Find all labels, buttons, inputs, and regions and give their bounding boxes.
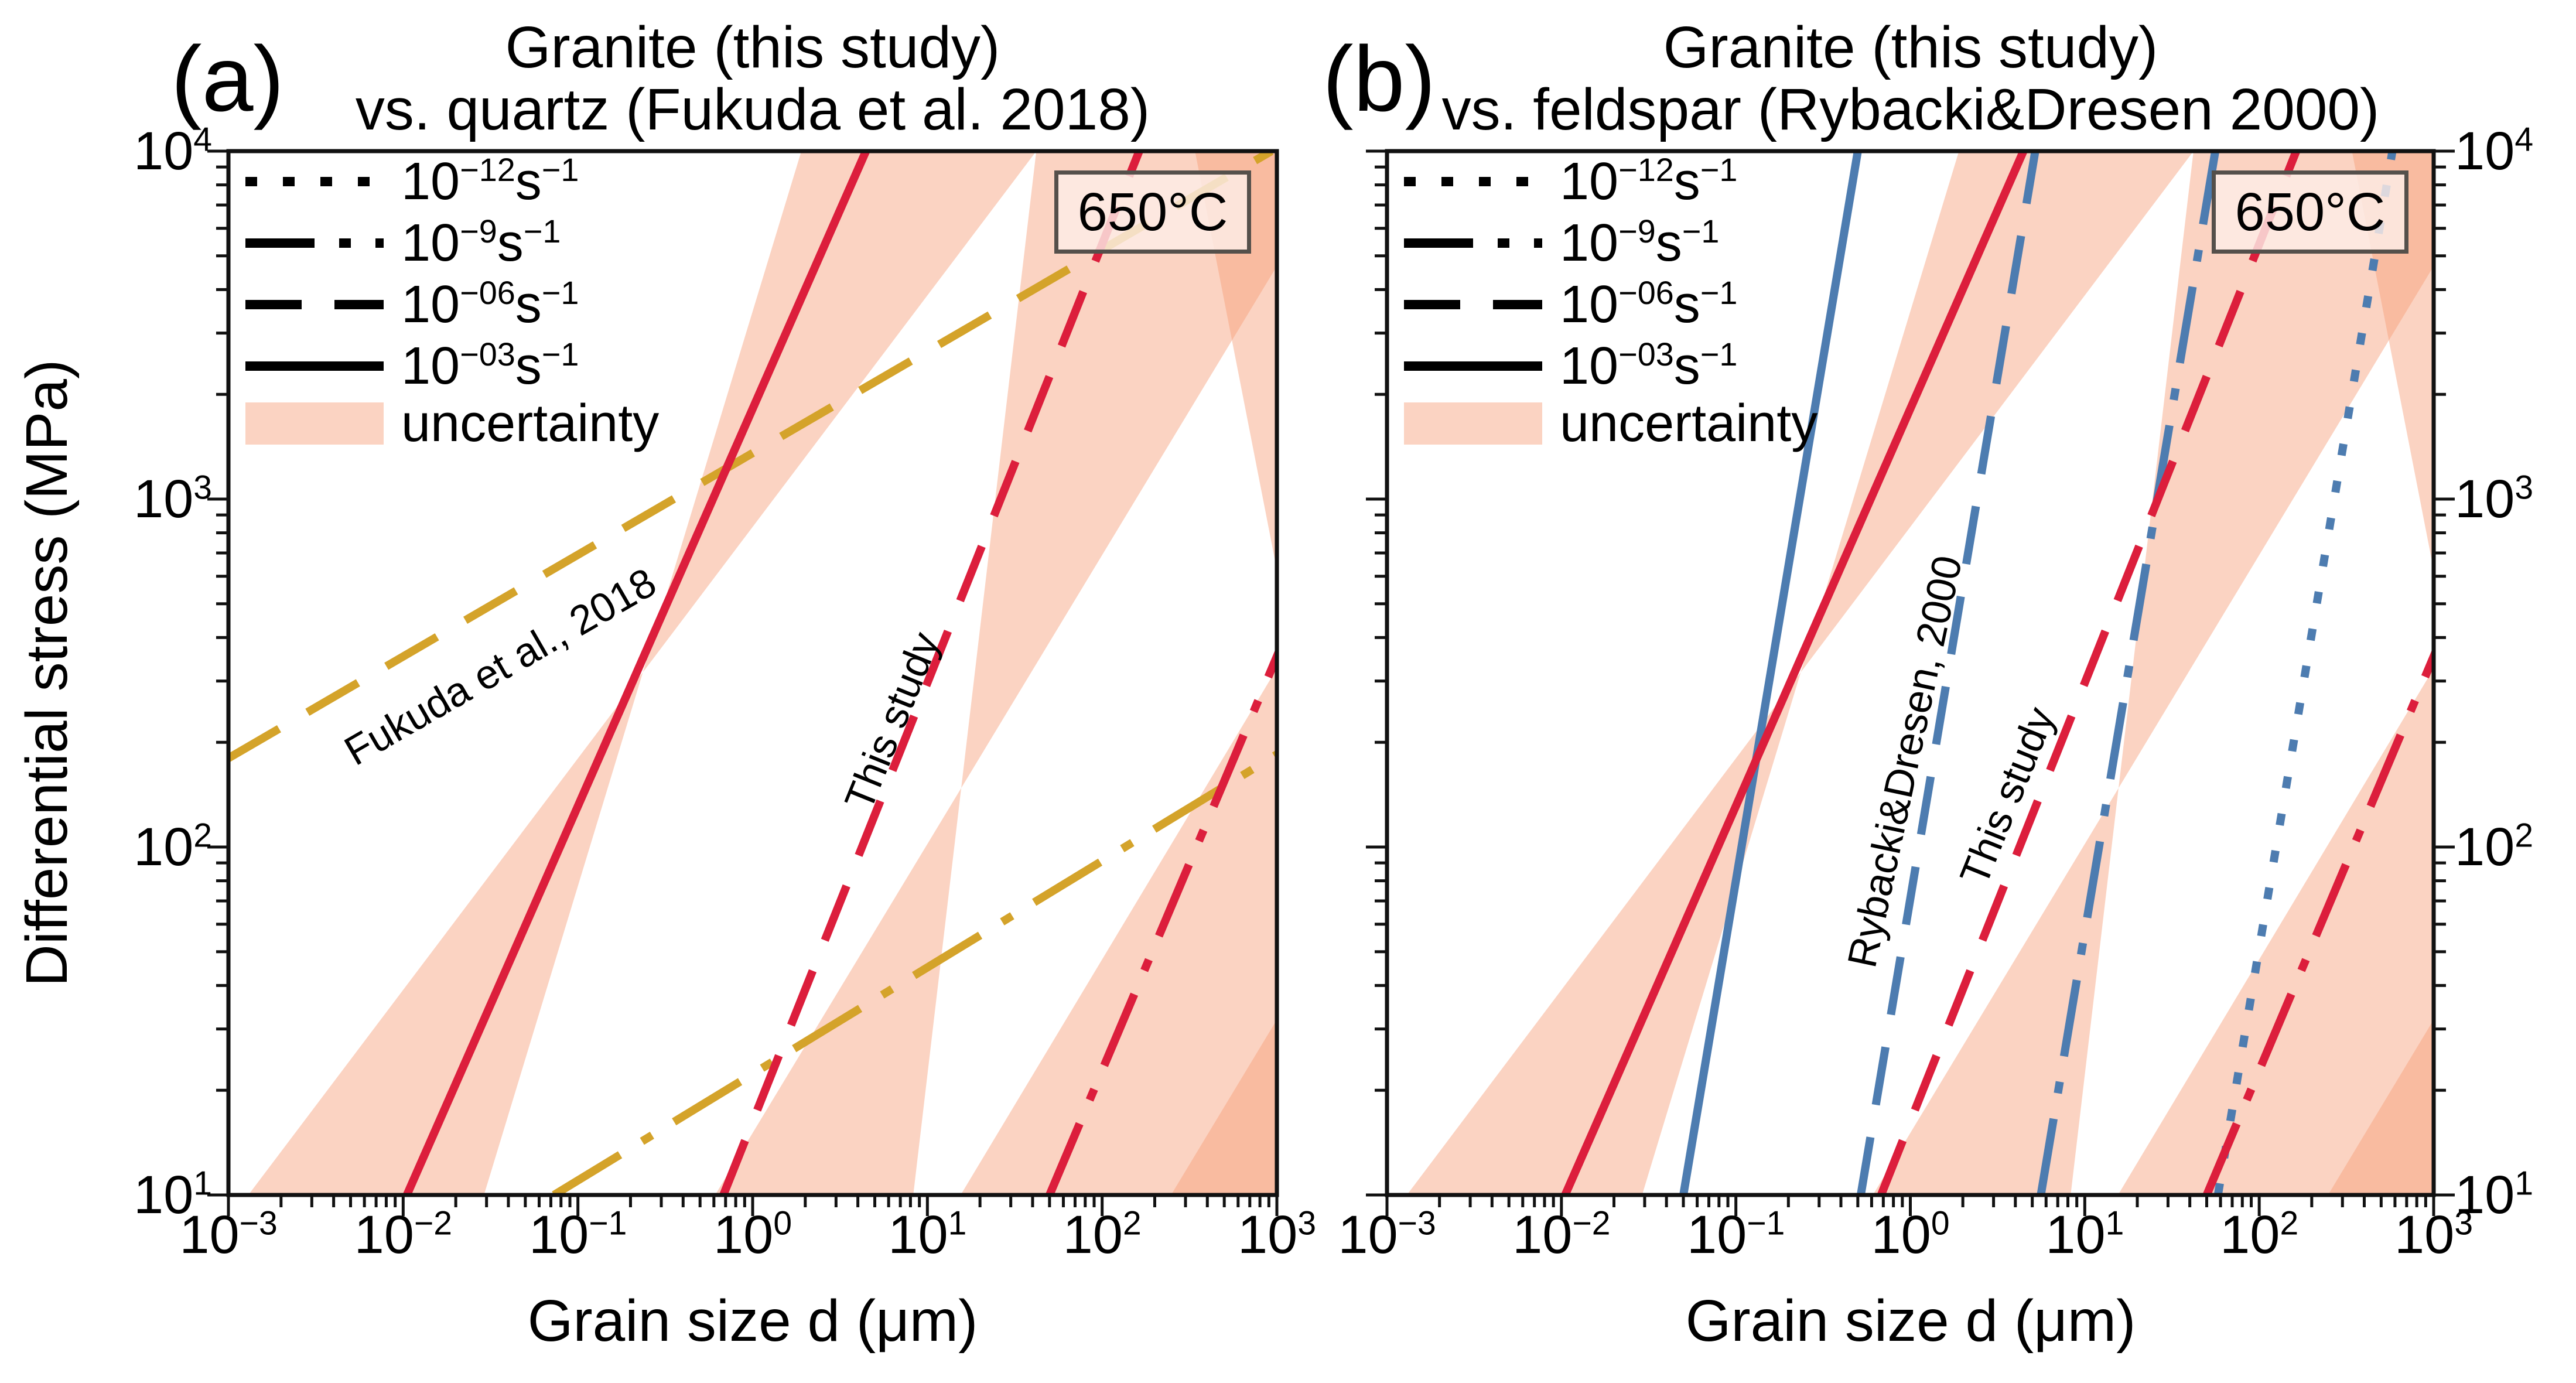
uncertainty-band-1e-03-b (1406, 151, 2194, 1195)
series-feldspar-rybacki-1e-03-b (1679, 151, 1862, 1195)
panel-a-title-line1: Granite (this study) (505, 15, 1000, 80)
axis-ticks-b (1366, 149, 2455, 1216)
panel-b-title: Granite (this study) vs. feldspar (Rybac… (1383, 16, 2438, 141)
plot-frame-b (1385, 149, 2436, 1197)
plot-layer-a (228, 151, 1277, 1195)
legend-label: 10−9s−1 (1560, 212, 1720, 272)
panel-a-title: Granite (this study) vs. quartz (Fukuda … (226, 16, 1280, 141)
uncertainty-band-1e-09-b (2118, 151, 2434, 1195)
uncertainty-band-1e-03-a (248, 151, 1037, 1195)
y-tick-label-left-a: 103 (133, 469, 212, 529)
legend-label: 10−9s−1 (401, 212, 561, 272)
series-granite-this-study-1e-06-a (719, 151, 1143, 1195)
legend-label: uncertainty (401, 394, 660, 453)
y-tick-label-right-b: 101 (2455, 1165, 2534, 1225)
legend-label: 10−03s−1 (401, 335, 579, 395)
legend-label: 10−03s−1 (1560, 335, 1738, 395)
uncertainty-band-1e-09-a (961, 151, 1277, 1195)
temperature-box-b: 650°C (2212, 170, 2408, 254)
axis-ticks-a (207, 149, 1279, 1216)
legend-uncertainty-swatch (1404, 402, 1542, 445)
legend-line-swatch-solid (245, 361, 384, 371)
legend-entry-dotted-b: 10−12s−1 (1403, 152, 1737, 211)
panel-letter-b: (b) (1323, 28, 1436, 131)
x-axis-label-a: Grain size d (μm) (527, 1288, 978, 1354)
legend-line-swatch-dashed (245, 300, 384, 309)
x-tick-label-a: 103 (1237, 1204, 1317, 1265)
legend-entry-uncertainty-b: uncertainty (1403, 394, 1817, 453)
legend-line-swatch-dotted (245, 177, 384, 186)
x-tick-label-a: 100 (713, 1204, 792, 1265)
x-tick-label-a: 102 (1062, 1204, 1142, 1265)
x-tick-label-b: 103 (2394, 1204, 2473, 1265)
x-tick-label-b: 10−3 (1338, 1204, 1436, 1265)
legend-entry-dashdot-b: 10−9s−1 (1403, 214, 1719, 272)
legend-entry-dashdot-a: 10−9s−1 (244, 214, 561, 272)
y-tick-label-right-b: 103 (2455, 469, 2534, 529)
x-tick-label-a: 10−3 (179, 1204, 278, 1265)
series-granite-this-study-1e-06-b (1877, 151, 2300, 1195)
y-tick-label-right-b: 104 (2455, 121, 2534, 181)
legend-entry-solid-b: 10−03s−1 (1403, 337, 1737, 395)
x-tick-label-b: 101 (2045, 1204, 2124, 1265)
temperature-box-a: 650°C (1054, 170, 1251, 254)
legend-entry-dashed-b: 10−06s−1 (1403, 275, 1737, 334)
panel-a-title-line2: vs. quartz (Fukuda et al. 2018) (355, 77, 1150, 142)
legend-label: uncertainty (1560, 394, 1818, 453)
x-tick-label-b: 100 (1871, 1204, 1950, 1265)
legend-entry-solid-a: 10−03s−1 (244, 337, 579, 395)
plot-layer-b (1406, 151, 2434, 1195)
y-axis-label: Differential stress (MPa) (13, 359, 80, 987)
legend-entry-dashed-a: 10−06s−1 (244, 275, 579, 334)
legend-label: 10−06s−1 (1560, 274, 1738, 334)
legend-entry-uncertainty-a: uncertainty (244, 394, 659, 453)
panel-b-title-line1: Granite (this study) (1663, 15, 2158, 80)
legend-line-swatch-dashdot (245, 238, 384, 248)
uncertainty-band-1e-06-a (715, 151, 1277, 1195)
plot-frame-a (226, 149, 1279, 1197)
series-granite-this-study-1e-03-a (403, 151, 870, 1195)
x-tick-label-b: 102 (2220, 1204, 2299, 1265)
legend-label: 10−12s−1 (1560, 151, 1738, 211)
series-granite-this-study-1e-03-b (1561, 151, 2028, 1195)
legend-line-swatch-dashed (1404, 300, 1542, 309)
x-tick-label-a: 101 (888, 1204, 967, 1265)
uncertainty-band-1e-12-b (2328, 1019, 2434, 1195)
y-tick-label-left-a: 101 (133, 1165, 212, 1225)
x-tick-label-b: 10−2 (1512, 1204, 1611, 1265)
x-tick-label-b: 10−1 (1686, 1204, 1785, 1265)
legend-entry-dotted-a: 10−12s−1 (244, 152, 579, 211)
x-axis-label-b: Grain size d (μm) (1685, 1288, 2136, 1354)
series-feldspar-rybacki-1e-12-b (2213, 151, 2397, 1195)
series-quartz-fukuda-1e-09-a (552, 749, 1277, 1195)
y-tick-label-left-a: 102 (133, 817, 212, 877)
panel-letter-a: (a) (171, 28, 285, 131)
x-tick-label-a: 10−2 (354, 1204, 453, 1265)
legend-line-swatch-dotted (1404, 177, 1542, 186)
uncertainty-band-1e-06-b (1873, 151, 2434, 1195)
legend-label: 10−06s−1 (401, 274, 579, 334)
x-tick-label-a: 10−1 (528, 1204, 627, 1265)
legend-line-swatch-dashdot (1404, 238, 1542, 248)
legend-uncertainty-swatch (245, 402, 384, 445)
series-feldspar-rybacki-1e-09-b (2037, 151, 2220, 1195)
legend-line-swatch-solid (1404, 361, 1542, 371)
panel-b-title-line2: vs. feldspar (Rybacki&Dresen 2000) (1441, 77, 2380, 142)
legend-label: 10−12s−1 (401, 151, 579, 211)
uncertainty-band-1e-12-a (1171, 1019, 1277, 1195)
y-tick-label-right-b: 102 (2455, 817, 2534, 877)
y-tick-label-left-a: 104 (133, 121, 212, 181)
